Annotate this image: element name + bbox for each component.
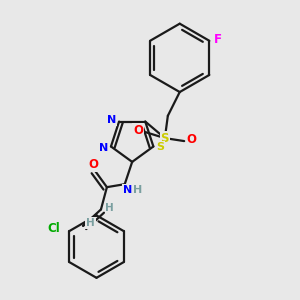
Text: O: O: [88, 158, 98, 171]
Text: S: S: [160, 132, 169, 145]
Text: N: N: [99, 143, 108, 153]
Text: O: O: [187, 133, 196, 146]
Text: H: H: [106, 203, 114, 213]
Text: F: F: [214, 33, 222, 46]
Text: H: H: [86, 218, 95, 228]
Text: N: N: [123, 184, 132, 194]
Text: S: S: [156, 142, 164, 152]
Text: Cl: Cl: [48, 221, 61, 235]
Text: O: O: [133, 124, 143, 137]
Text: N: N: [107, 115, 116, 125]
Text: H: H: [134, 184, 143, 194]
